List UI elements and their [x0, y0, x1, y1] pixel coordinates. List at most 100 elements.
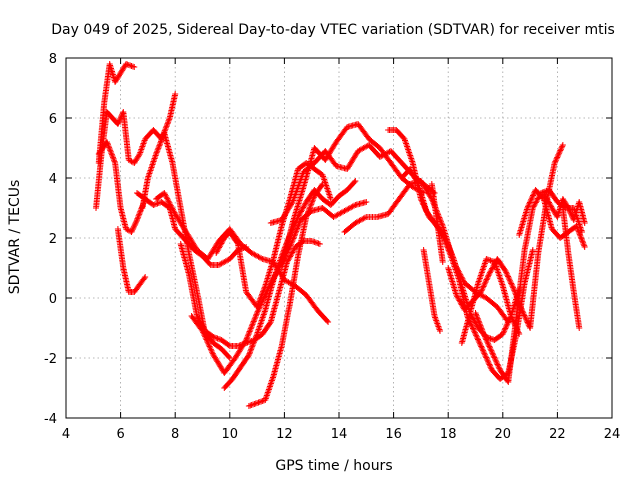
x-tick-label: 12 — [276, 427, 293, 442]
data-point — [284, 245, 298, 265]
data-point — [205, 239, 222, 262]
data-point — [401, 136, 416, 165]
data-point — [467, 281, 481, 316]
data-point — [316, 241, 323, 247]
data-point — [529, 247, 536, 253]
data-point — [439, 232, 454, 258]
data-layer — [93, 61, 588, 409]
data-point — [112, 71, 123, 85]
data-point — [226, 355, 233, 361]
data-point — [166, 92, 178, 121]
y-tick-label: 8 — [49, 52, 57, 67]
data-point — [445, 265, 459, 297]
data-point — [136, 137, 148, 157]
data-point — [366, 136, 382, 150]
data-point — [521, 248, 536, 286]
data-point — [576, 325, 583, 331]
x-tick-label: 8 — [171, 427, 179, 442]
series-track-4 — [114, 226, 149, 295]
data-point — [352, 178, 359, 184]
data-point — [488, 349, 503, 372]
x-tick-label: 18 — [440, 427, 457, 442]
data-point — [336, 187, 349, 199]
series-track-3 — [95, 139, 149, 235]
x-tick-label: 22 — [549, 427, 566, 442]
data-point — [524, 188, 538, 211]
data-point — [352, 214, 368, 226]
data-point — [423, 208, 437, 225]
data-point — [527, 251, 542, 331]
data-point — [226, 248, 240, 262]
data-point — [139, 176, 151, 211]
data-point — [161, 190, 178, 216]
series-track-22 — [472, 187, 585, 385]
data-point — [248, 250, 265, 262]
data-point — [322, 140, 339, 163]
data-point — [532, 187, 546, 201]
data-point — [185, 250, 200, 294]
data-point — [243, 311, 260, 343]
data-point — [341, 221, 358, 235]
data-point — [505, 314, 520, 385]
data-point — [576, 199, 588, 225]
y-tick-label: 6 — [49, 112, 57, 127]
data-point — [218, 337, 232, 349]
chart-title: Day 049 of 2025, Sidereal Day-to-day VTE… — [51, 22, 615, 38]
y-tick-label: 2 — [49, 232, 57, 247]
y-tick-label: -2 — [44, 352, 57, 367]
data-point — [295, 200, 309, 220]
data-point — [431, 313, 443, 333]
data-point — [131, 275, 148, 295]
data-point — [144, 152, 159, 181]
data-point — [259, 320, 273, 337]
data-point — [319, 172, 334, 201]
data-point — [142, 274, 149, 280]
data-point — [540, 190, 555, 210]
data-point — [426, 280, 438, 318]
data-point — [355, 121, 372, 141]
data-point — [551, 143, 566, 166]
data-point — [114, 226, 127, 270]
series-track-21 — [458, 256, 523, 346]
data-point — [330, 208, 347, 220]
data-point — [387, 160, 404, 180]
data-point — [407, 166, 421, 186]
data-point — [325, 319, 332, 325]
data-point — [327, 196, 334, 202]
data-point — [221, 377, 235, 391]
data-point — [300, 146, 317, 190]
data-point — [172, 91, 179, 97]
data-point — [286, 218, 304, 250]
data-point — [286, 167, 301, 202]
data-point — [303, 188, 317, 205]
data-point — [103, 139, 118, 165]
data-point — [183, 229, 200, 252]
y-axis-label: SDTVAR / TECUs — [7, 180, 23, 295]
data-point — [559, 142, 566, 148]
data-point — [125, 157, 136, 166]
data-point — [169, 160, 184, 210]
data-point — [278, 302, 293, 349]
data-point — [215, 256, 232, 268]
data-point — [311, 145, 328, 162]
x-tick-label: 14 — [331, 427, 348, 442]
series-track-12 — [245, 181, 326, 409]
data-point — [417, 178, 434, 201]
data-point — [103, 109, 115, 120]
data-point — [385, 197, 402, 217]
data-point — [131, 64, 138, 70]
data-point — [218, 346, 232, 360]
data-point — [262, 257, 276, 289]
data-point — [221, 356, 238, 376]
series-track-17 — [398, 166, 536, 382]
data-point — [161, 130, 176, 165]
data-point — [333, 125, 350, 145]
data-point — [494, 304, 511, 324]
data-point — [393, 127, 407, 141]
data-point — [480, 349, 495, 372]
data-point — [270, 224, 285, 262]
y-tick-label: 0 — [49, 292, 57, 307]
data-point — [491, 259, 506, 288]
data-point — [117, 205, 129, 231]
